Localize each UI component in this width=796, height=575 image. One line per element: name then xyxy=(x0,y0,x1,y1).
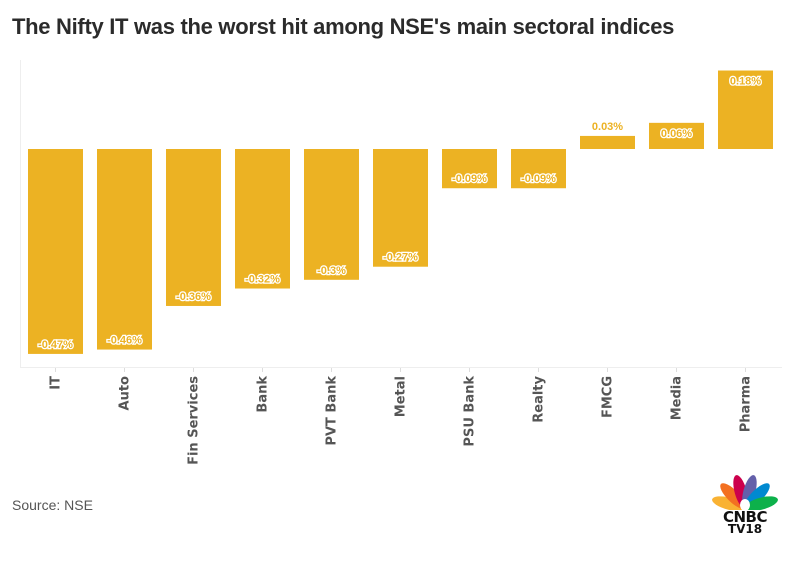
bar-it xyxy=(28,149,83,354)
x-tick-label-auto: Auto xyxy=(118,376,133,411)
x-tick-label-psu-bank: PSU Bank xyxy=(463,376,478,447)
x-ticks-group: IT Auto Fin Services Bank PVT Bank Metal PSU B… xyxy=(49,368,754,465)
data-label-bank: -0.32% xyxy=(245,274,280,286)
bar-auto xyxy=(97,149,152,350)
peacock-icon xyxy=(712,475,778,511)
x-tick-label-realty: Realty xyxy=(532,375,547,422)
bar-fin-services xyxy=(166,149,221,306)
cnbc-tv18-logo: CNBC TV18 xyxy=(712,472,778,538)
bar-media xyxy=(649,122,704,149)
bar-fmcg xyxy=(580,135,635,149)
data-labels-group: -0.47% -0.46% -0.36% -0.32% -0.3% -0.27% -0.09… xyxy=(37,74,763,352)
data-label-metal: -0.27% xyxy=(383,252,418,264)
bar-bank xyxy=(235,149,290,289)
x-tick-label-fin-services: Fin Services xyxy=(187,376,202,465)
data-label-pharma: 0.18% xyxy=(730,76,761,88)
data-label-media: 0.06% xyxy=(661,128,692,140)
bar-metal xyxy=(373,149,428,267)
data-label-pvt-bank: -0.3% xyxy=(317,265,346,277)
x-tick-label-bank: Bank xyxy=(256,376,271,413)
data-label-fmcg: 0.03% xyxy=(592,121,623,133)
bar-psu-bank xyxy=(442,149,497,189)
data-label-it: -0.47% xyxy=(38,339,73,351)
data-label-fin-services: -0.36% xyxy=(176,291,211,303)
logo-text-cnbc: CNBC xyxy=(722,508,768,526)
data-label-auto: -0.46% xyxy=(107,335,142,347)
data-label-realty: -0.09% xyxy=(521,173,556,185)
x-tick-label-it: IT xyxy=(49,376,64,390)
x-tick-label-pharma: Pharma xyxy=(739,376,754,432)
x-tick-label-pvt-bank: PVT Bank xyxy=(325,376,340,446)
data-label-psu-bank: -0.09% xyxy=(452,173,487,185)
bar-realty xyxy=(511,149,566,189)
chart-title: The Nifty IT was the worst hit among NSE… xyxy=(12,14,675,39)
bar-pharma xyxy=(718,70,773,149)
logo-text-tv18: TV18 xyxy=(727,522,763,536)
x-tick-label-media: Media xyxy=(670,376,685,420)
source-note: Source: NSE xyxy=(12,497,93,513)
x-tick-label-metal: Metal xyxy=(394,376,409,417)
bars-group xyxy=(28,70,773,354)
bar-pvt-bank xyxy=(304,149,359,280)
x-tick-label-fmcg: FMCG xyxy=(601,376,616,418)
